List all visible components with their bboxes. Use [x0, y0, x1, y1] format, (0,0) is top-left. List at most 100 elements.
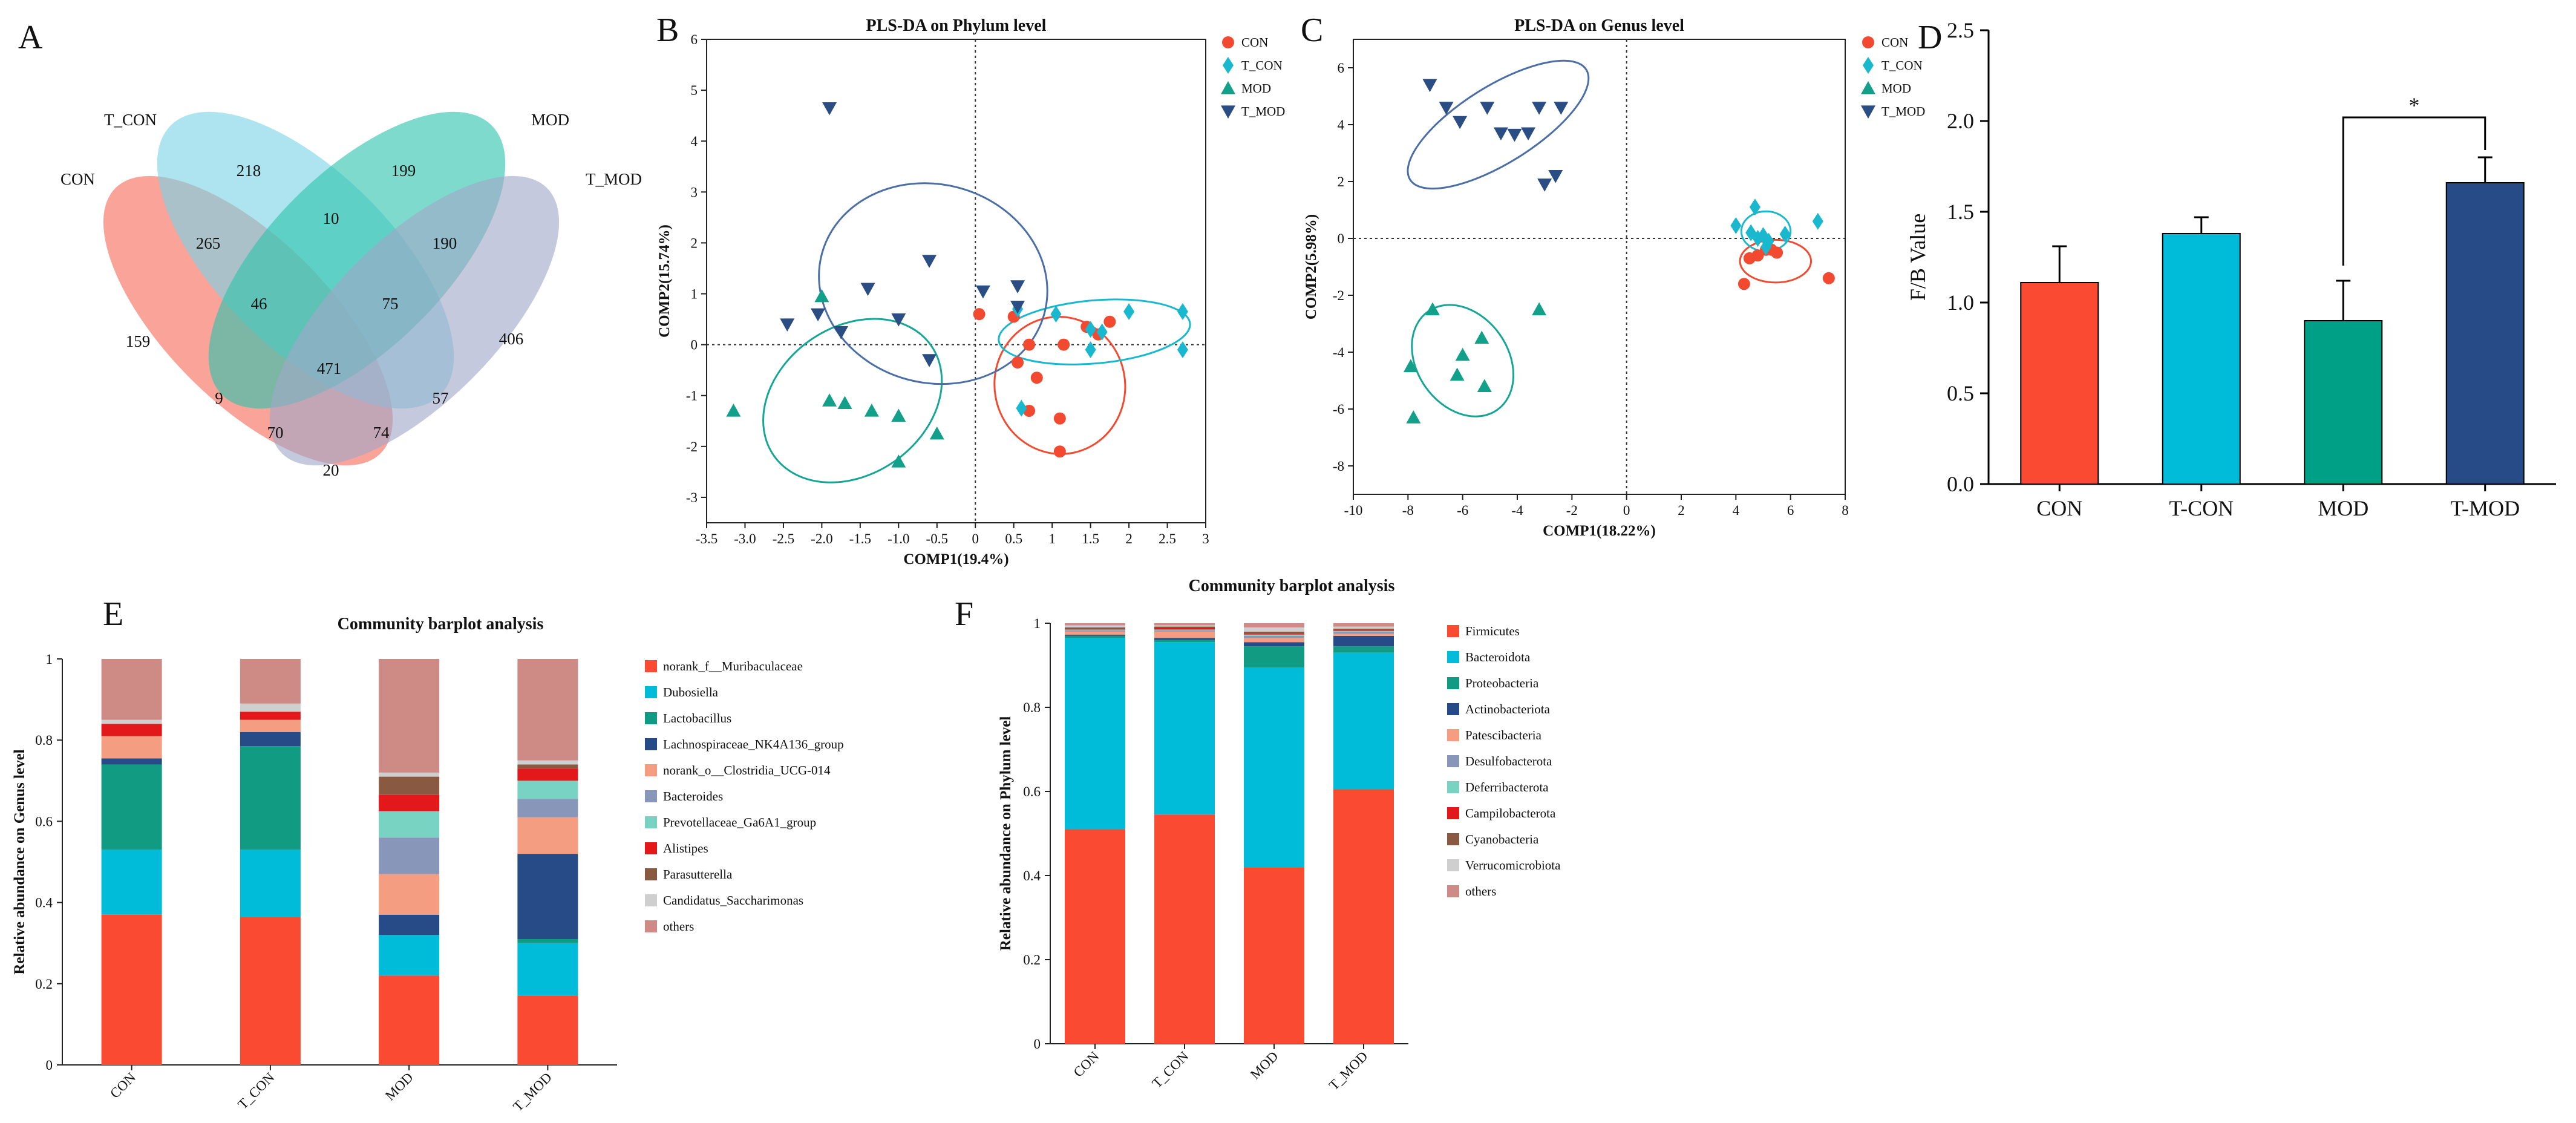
- panel-e-bar-segment-mod-norank-f-muribaculaceae: [379, 975, 440, 1065]
- panel-d-y-tick-label: 2.0: [1947, 109, 1974, 133]
- panel-b-point-con: [1012, 356, 1024, 369]
- panel-e-bar-segment-mod-alistipes: [379, 794, 440, 811]
- panel-b-point-t-mod: [811, 308, 826, 322]
- venn-counts: 159 218 199 406 265 10 190 20 46 75 9 57…: [126, 162, 524, 479]
- panel-b-y-axis-label: COMP2(15.74%): [656, 224, 673, 338]
- panel-e-bar-segment-t-con-lachnospiraceae-nk4a136-group: [240, 732, 301, 747]
- panel-b-point-mod: [891, 408, 906, 422]
- panel-f-bar-segment-t-mod-campilobacterota: [1333, 629, 1394, 631]
- panel-f-bar-segment-mod-bacteroidota: [1244, 667, 1304, 868]
- panel-e-bar-segment-t-mod-norank-f-muribaculaceae: [517, 995, 578, 1065]
- panel-c-y-tick-label: -8: [1333, 459, 1344, 474]
- panel-b-letter: B: [656, 11, 679, 49]
- panel-e-y-tick-label: 0.2: [35, 977, 53, 992]
- panel-d-y-tick-label: 2.5: [1947, 18, 1974, 42]
- panel-b-point-con: [1058, 338, 1070, 351]
- panel-f-legend-swatch-campilobacterota: [1447, 807, 1459, 819]
- panel-f-bar-segment-t-con-firmicutes: [1154, 814, 1215, 1044]
- venn-label-mod: MOD: [531, 111, 569, 129]
- panel-f-legend-swatch-firmicutes: [1447, 625, 1459, 637]
- panel-b-point-t-con: [1050, 306, 1062, 323]
- panel-f-bar-segment-con-verrucomicrobiota: [1065, 625, 1125, 627]
- panel-b-y-tick-label: -3: [686, 490, 698, 505]
- panel-e-legend-swatch-prevotellaceae-ga6a1-group: [645, 816, 657, 828]
- panel-f-legend-swatch-proteobacteria: [1447, 677, 1459, 689]
- panel-b-point-t-mod: [975, 285, 990, 299]
- panel-b-x-tick-label: -3.0: [734, 531, 756, 546]
- panel-c-point-con: [1737, 278, 1750, 290]
- panel-c-legend-label-con: CON: [1881, 35, 1908, 50]
- panel-b-point-t-con: [1016, 399, 1027, 417]
- panel-e-bar-segment-t-mod-lactobacillus: [517, 938, 578, 943]
- panel-b-point-mod: [822, 393, 837, 407]
- panel-c-point-t-mod: [1422, 79, 1437, 93]
- panel-f-bar-segment-con-firmicutes: [1065, 829, 1125, 1044]
- panel-f-legend-label-actinobacteriota: Actinobacteriota: [1465, 702, 1551, 716]
- panel-f-bar-segment-mod-deferribacterota: [1244, 634, 1304, 636]
- panel-d-bar-t-mod: [2445, 182, 2525, 485]
- panel-d-y-tick-label: 1.0: [1947, 290, 1974, 315]
- panel-c-x-tick-label: -8: [1402, 503, 1414, 518]
- panel-c-legend-marker-t-mod: [1861, 105, 1875, 119]
- panel-b-point-con: [973, 308, 986, 321]
- panel-e-bar-segment-mod-prevotellaceae-ga6a1-group: [379, 811, 440, 838]
- panel-b-x-tick-label: 2: [1125, 531, 1133, 546]
- venn-count-con-t-con-t-mod-b: 70: [267, 424, 284, 442]
- panel-f-legend-swatch-deferribacterota: [1447, 781, 1459, 793]
- panel-f-legend-swatch-patescibacteria: [1447, 729, 1459, 741]
- panel-e-bar-segment-t-mod-others: [517, 659, 578, 761]
- panel-e-bar-segment-con-others: [101, 659, 162, 720]
- panel-b-x-tick-label: -0.5: [926, 531, 948, 546]
- panel-f-bar-segment-con-actinobacteriota: [1065, 634, 1125, 636]
- panel-b-y-tick-label: 6: [691, 32, 698, 47]
- panel-letter-a: A: [18, 19, 43, 56]
- venn-labels: CON T_CON MOD T_MOD: [60, 111, 642, 188]
- panel-c-x-tick-label: -6: [1457, 503, 1468, 518]
- panel-c-y-tick-label: 2: [1338, 174, 1345, 189]
- panel-f-bar-segment-con-desulfobacterota: [1065, 630, 1125, 632]
- panel-b-point-mod: [837, 396, 852, 409]
- venn-count-con-mod-t-mod: 57: [433, 389, 449, 407]
- panel-c-point-mod: [1403, 359, 1418, 373]
- panel-c-point-t-mod: [1548, 170, 1563, 183]
- panel-f-bar-segment-con-others: [1065, 623, 1125, 626]
- panel-b-ellipse-t-con: [998, 298, 1191, 365]
- panel-c-point-t-mod: [1439, 102, 1454, 115]
- panel-b-point-mod: [929, 426, 944, 440]
- panel-d-x-tick-label-mod: MOD: [2318, 496, 2368, 520]
- panel-e-x-tick-label-con: CON: [107, 1070, 139, 1101]
- panel-e-legend-swatch-others: [645, 920, 657, 932]
- panel-e-bar-segment-con-candidatus-saccharimonas: [101, 719, 162, 724]
- panel-f-y-tick-label: 0: [1034, 1036, 1041, 1052]
- panel-b-point-t-mod: [922, 354, 937, 367]
- panel-d-bar-t-con: [2162, 233, 2241, 485]
- panel-d-bar-mod: [2304, 320, 2383, 485]
- panel-c-y-tick-label: -4: [1333, 345, 1345, 360]
- panel-c-point-t-mod: [1537, 178, 1552, 192]
- panel-f-x-tick-label-mod: MOD: [1247, 1049, 1281, 1082]
- panel-f-bar-segment-t-con-deferribacterota: [1154, 629, 1215, 630]
- venn-count-con-t-con: 265: [196, 234, 221, 252]
- panel-f-legend-swatch-verrucomicrobiota: [1447, 859, 1459, 871]
- panel-f-bar-segment-t-mod-firmicutes: [1333, 789, 1394, 1044]
- venn-ellipse-t-mod: [269, 175, 560, 466]
- venn-count-con-t-con-t-mod: 9: [215, 389, 223, 407]
- panel-f-title: Community barplot analysis: [1189, 577, 1395, 595]
- panel-e-legend-label-lactobacillus: Lactobacillus: [663, 711, 731, 725]
- panel-e-bar-segment-con-alistipes: [101, 724, 162, 736]
- venn-ellipse-mod: [208, 111, 506, 409]
- panel-b-point-t-con: [1123, 303, 1135, 320]
- panel-c-y-tick-label: 0: [1338, 231, 1345, 246]
- panel-b-legend-label-con: CON: [1241, 35, 1268, 50]
- panel-c-point-t-mod: [1507, 128, 1522, 142]
- venn-count-mod-t-mod: 190: [433, 234, 457, 252]
- venn-ellipses: [103, 111, 560, 466]
- panel-b-x-tick-label: -3.5: [696, 531, 718, 546]
- panel-c-point-mod: [1477, 379, 1492, 392]
- panel-b-point-con: [1103, 315, 1116, 328]
- panel-f-legend-swatch-bacteroidota: [1447, 651, 1459, 663]
- panel-f-y-tick-label: 0.6: [1023, 784, 1041, 799]
- panel-b-x-tick-label: -2.5: [773, 531, 794, 546]
- panel-d-y-axis-label: F/B Value: [1906, 214, 1930, 301]
- panel-b-point-mod: [891, 454, 906, 468]
